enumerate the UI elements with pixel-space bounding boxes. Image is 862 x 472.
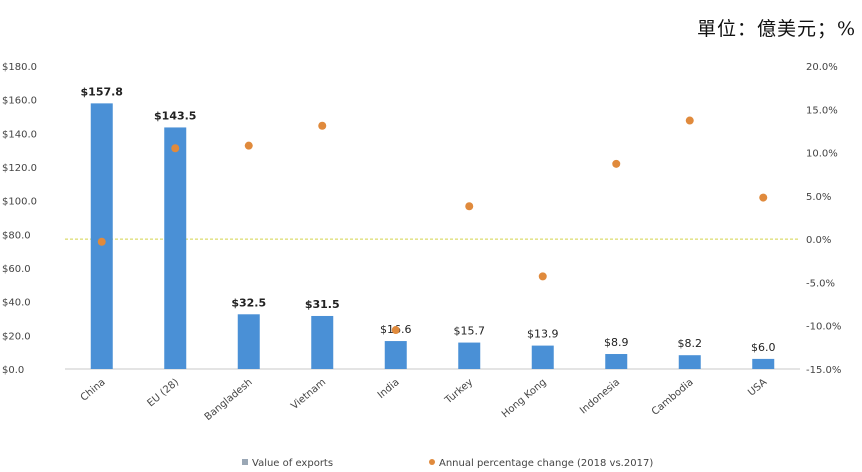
category-label: China bbox=[79, 377, 108, 404]
y-left-tick-label: $160.0 bbox=[2, 96, 37, 107]
bar-value-label: $8.2 bbox=[678, 337, 703, 350]
change-point-bangladesh bbox=[244, 141, 253, 150]
y-right-tick-label: -10.0% bbox=[806, 322, 841, 333]
bar-value-label: $6.0 bbox=[751, 341, 776, 354]
change-point-turkey bbox=[465, 202, 474, 211]
change-point-hong-kong bbox=[538, 272, 547, 281]
y-right-tick-label: 15.0% bbox=[806, 105, 838, 116]
y-right-tick-label: 10.0% bbox=[806, 149, 838, 160]
bar-value-label: $143.5 bbox=[154, 109, 196, 122]
legend-point-swatch bbox=[429, 459, 435, 465]
y-left-tick-label: $180.0 bbox=[2, 62, 37, 73]
change-point-china bbox=[97, 237, 106, 246]
y-right-tick-label: 20.0% bbox=[806, 62, 838, 73]
bar-turkey bbox=[458, 342, 481, 369]
bar-value-label: $15.7 bbox=[454, 325, 486, 338]
change-point-cambodia bbox=[685, 116, 694, 125]
bar-value-label: $8.9 bbox=[604, 336, 629, 349]
legend-bar-label: Value of exports bbox=[252, 458, 333, 469]
change-point-eu-28- bbox=[171, 144, 180, 153]
category-label: EU (28) bbox=[146, 377, 182, 409]
change-point-indonesia bbox=[612, 159, 621, 168]
bar-value-label: $157.8 bbox=[81, 85, 123, 98]
bar-vietnam bbox=[311, 315, 334, 369]
bar-value-label: $32.5 bbox=[231, 296, 266, 309]
bar-value-label: $13.9 bbox=[527, 328, 559, 341]
category-label: India bbox=[376, 377, 402, 401]
bar-usa bbox=[752, 358, 775, 369]
legend-bar-swatch bbox=[242, 459, 248, 465]
change-point-usa bbox=[759, 193, 768, 202]
bar-eu-28- bbox=[164, 127, 187, 369]
category-label: Indonesia bbox=[578, 377, 622, 417]
unit-note: 單位：億美元；% bbox=[696, 18, 856, 40]
y-left-tick-label: $0.0 bbox=[2, 365, 24, 376]
category-label: Turkey bbox=[442, 377, 475, 407]
legend-point-label: Annual percentage change (2018 vs.2017) bbox=[439, 458, 653, 469]
category-label: Vietnam bbox=[289, 377, 328, 412]
y-left-tick-label: $40.0 bbox=[2, 298, 31, 309]
y-left-tick-label: $20.0 bbox=[2, 331, 31, 342]
bar-cambodia bbox=[678, 355, 701, 369]
category-label: USA bbox=[746, 377, 769, 399]
y-left-tick-label: $80.0 bbox=[2, 230, 31, 241]
y-right-tick-label: -15.0% bbox=[806, 365, 841, 376]
y-left-tick-label: $120.0 bbox=[2, 163, 37, 174]
y-right-tick-label: 0.0% bbox=[806, 235, 831, 246]
category-label: Hong Kong bbox=[500, 377, 549, 420]
bar-indonesia bbox=[605, 354, 628, 369]
change-point-vietnam bbox=[318, 121, 327, 130]
y-right-tick-label: 5.0% bbox=[806, 192, 831, 203]
y-left-tick-label: $100.0 bbox=[2, 197, 37, 208]
bar-india bbox=[384, 341, 407, 369]
change-point-india bbox=[391, 326, 400, 335]
category-label: Bangladesh bbox=[203, 377, 255, 423]
bar-value-label: $31.5 bbox=[305, 298, 340, 311]
bar-china bbox=[90, 103, 113, 370]
y-left-tick-label: $140.0 bbox=[2, 129, 37, 140]
category-label: Cambodia bbox=[650, 377, 696, 418]
y-left-tick-label: $60.0 bbox=[2, 264, 31, 275]
bar-bangladesh bbox=[237, 314, 260, 369]
bar-hong-kong bbox=[531, 345, 554, 369]
y-right-tick-label: -5.0% bbox=[806, 278, 835, 289]
